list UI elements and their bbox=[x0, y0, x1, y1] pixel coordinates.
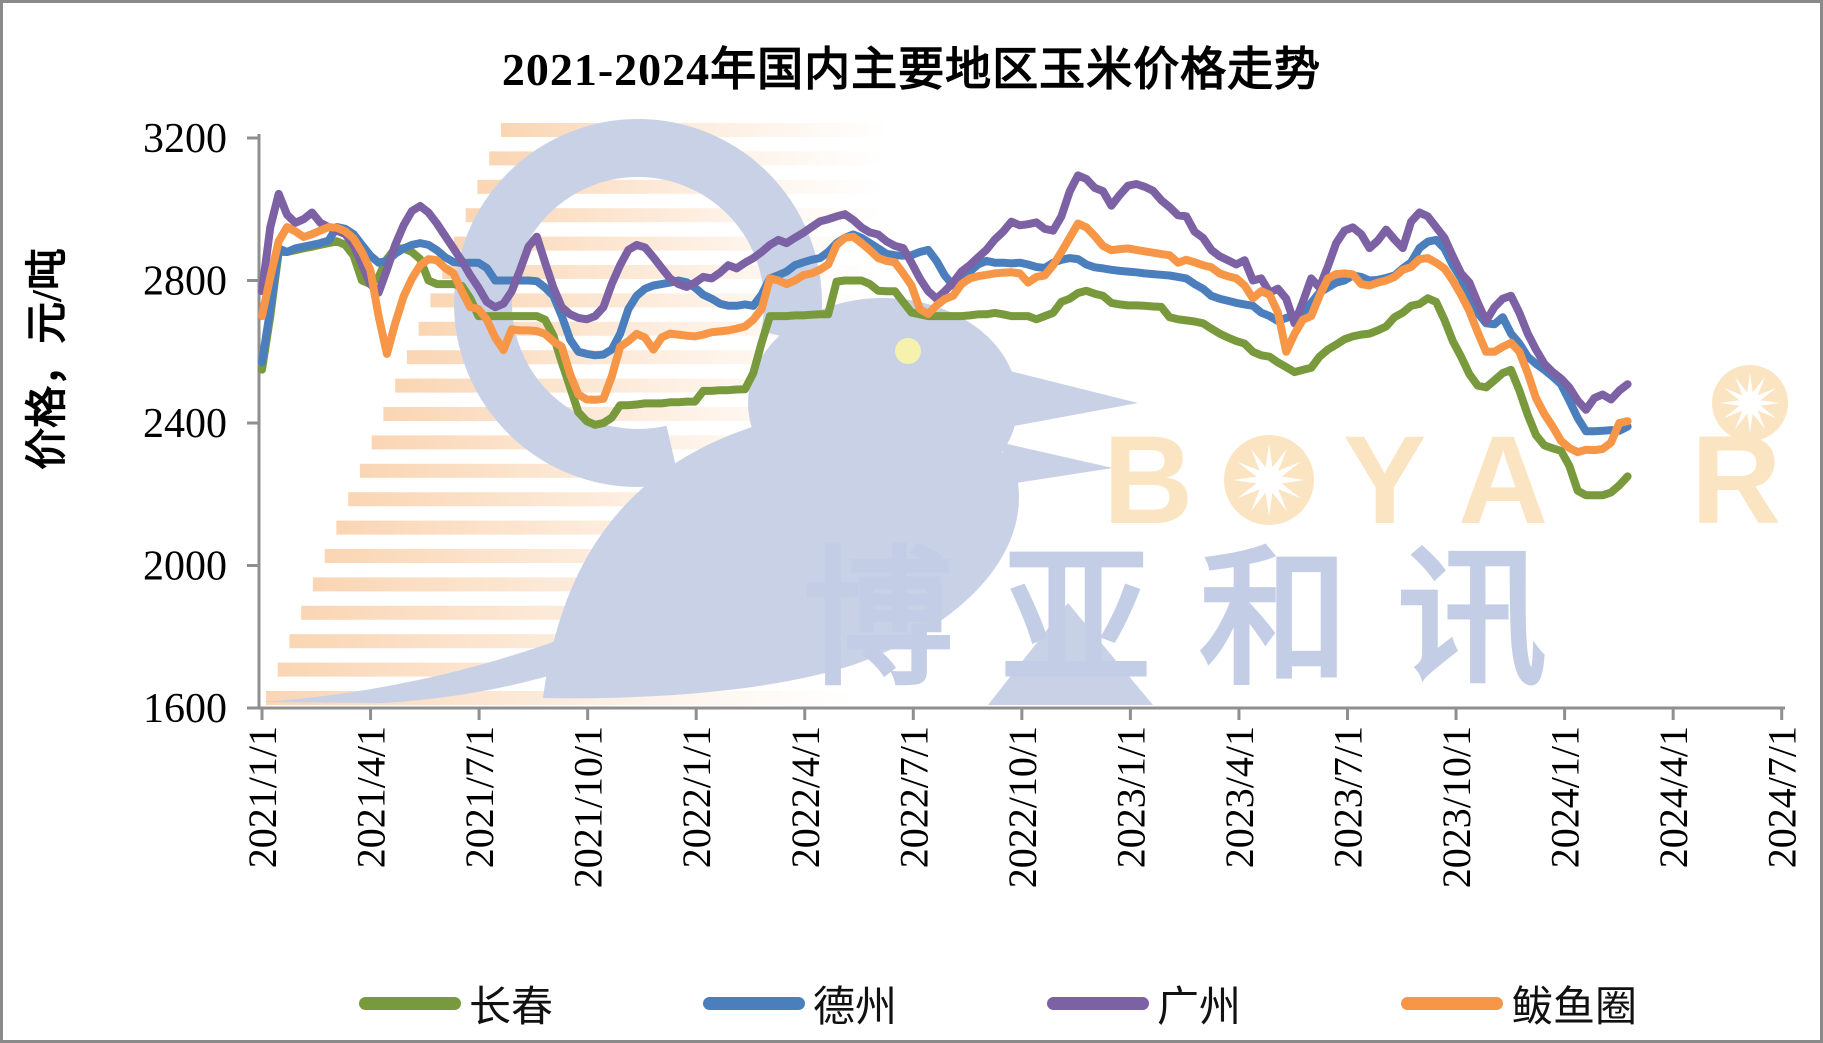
bird-beak-upper bbox=[998, 368, 1138, 428]
bird-eye bbox=[895, 338, 921, 364]
bird-head bbox=[748, 298, 1018, 508]
y-tick-label: 2800 bbox=[143, 259, 227, 305]
x-tick-label: 2023/7/1 bbox=[1326, 726, 1371, 868]
y-tick-label: 2000 bbox=[143, 544, 227, 590]
watermark-letter: Y bbox=[1343, 411, 1426, 550]
chart-title: 2021-2024年国内主要地区玉米价格走势 bbox=[501, 44, 1322, 95]
y-tick-label: 3200 bbox=[143, 116, 227, 162]
x-tick-label: 2022/1/1 bbox=[674, 726, 719, 868]
x-tick-label: 2023/10/1 bbox=[1434, 726, 1479, 888]
series-lines-layer bbox=[258, 171, 1632, 500]
series-line-鲅鱼圈 bbox=[258, 219, 1632, 457]
bird-wing-lower bbox=[261, 543, 758, 703]
watermark-sunburst-star bbox=[1720, 373, 1780, 433]
x-tick-label: 2024/4/1 bbox=[1651, 726, 1696, 868]
bird-beak-lower bbox=[1003, 443, 1113, 485]
x-tick-label: 2023/4/1 bbox=[1217, 726, 1262, 868]
y-tick-label: 1600 bbox=[143, 686, 227, 732]
watermark-sunburst-star bbox=[1233, 444, 1305, 516]
watermark-letter: B bbox=[1103, 411, 1193, 550]
x-tick-label: 2021/1/1 bbox=[240, 726, 285, 868]
x-tick-label: 2024/7/1 bbox=[1760, 726, 1805, 868]
x-tick-label: 2024/1/1 bbox=[1543, 726, 1588, 868]
y-tick-label: 2400 bbox=[143, 401, 227, 447]
series-line-长春 bbox=[258, 237, 1632, 500]
axes-layer: 3200 2800 2400 2000 1600 2021/1/1 2021/4/1 2021… bbox=[143, 116, 1805, 888]
bird-tail bbox=[988, 603, 1153, 705]
x-tick-label: 2021/7/1 bbox=[457, 726, 502, 868]
watermark-brand-cjk: 博亚和讯 bbox=[803, 535, 1595, 703]
x-tick-label: 2023/1/1 bbox=[1108, 726, 1153, 868]
watermark-bird-logo bbox=[261, 119, 1153, 705]
x-tick-label: 2022/7/1 bbox=[891, 726, 936, 868]
x-tick-label: 2021/10/1 bbox=[566, 726, 611, 888]
x-tick-label: 2022/4/1 bbox=[783, 726, 828, 868]
x-tick-label: 2022/10/1 bbox=[1000, 726, 1045, 888]
x-tick-label: 2021/4/1 bbox=[349, 726, 394, 868]
y-axis-title: 价格，元/吨 bbox=[24, 248, 71, 470]
series-line-广州 bbox=[258, 171, 1632, 414]
